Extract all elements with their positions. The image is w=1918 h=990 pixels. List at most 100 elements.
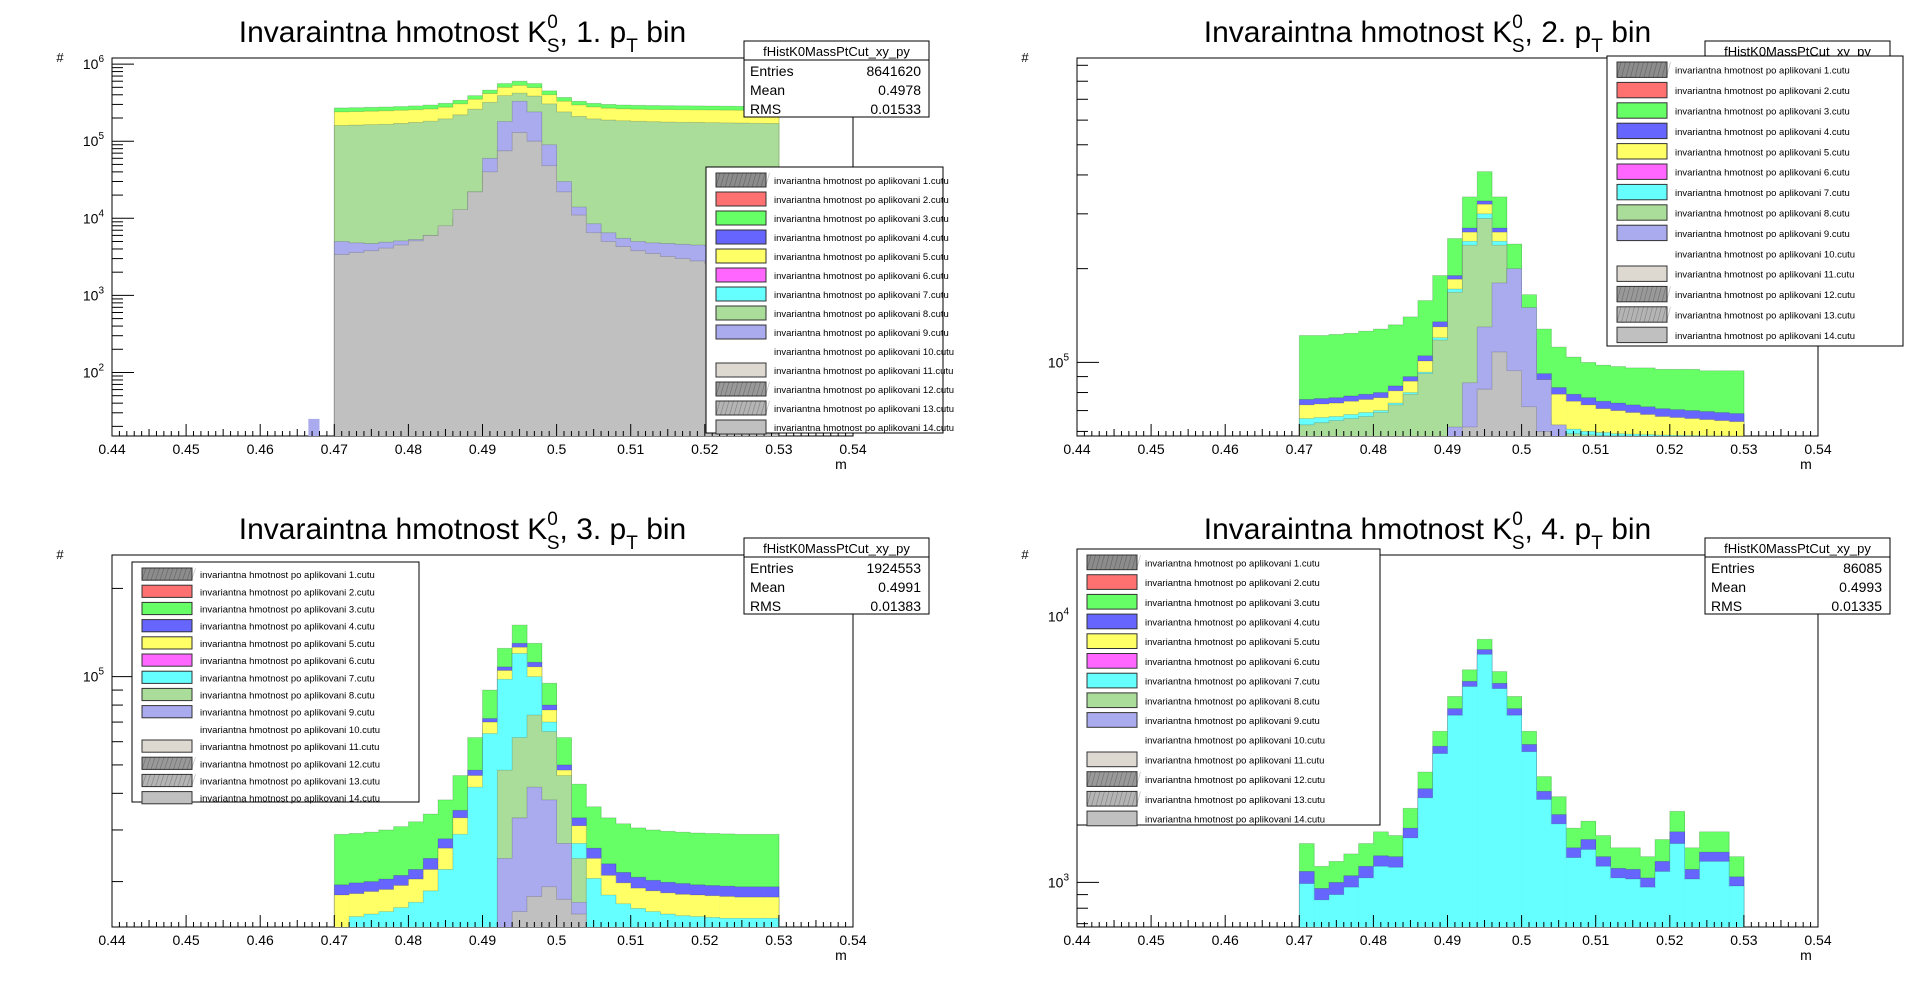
layer-outline — [333, 84, 780, 436]
bin-bar — [378, 911, 394, 927]
legend-swatch-hatch — [720, 381, 725, 397]
legend-swatch-hatch — [177, 757, 183, 770]
legend-swatch-hatch — [168, 567, 174, 581]
legend-swatch — [715, 267, 767, 283]
legend-swatch-hatch — [747, 400, 752, 416]
stats-value: 0.4978 — [878, 82, 921, 98]
stats-value: 0.01335 — [1831, 598, 1882, 614]
legend-swatch-hatch — [1091, 791, 1096, 807]
legend-entry: invariantna hmotnost po aplikovani 2.cut… — [1675, 86, 1850, 97]
legend-entry: invariantna hmotnost po aplikovani 3.cut… — [1675, 107, 1850, 118]
x-tick-label: 0.45 — [172, 441, 199, 457]
bin-bar — [1610, 877, 1626, 927]
bin-bar — [1314, 422, 1330, 436]
bin-bar — [1432, 753, 1448, 927]
x-tick-label: 0.45 — [1137, 441, 1164, 457]
legend-swatch-hatch — [1630, 306, 1635, 323]
legend-entry: invariantna hmotnost po aplikovani 12.cu… — [1145, 775, 1325, 786]
legend-swatch-hatch — [760, 381, 766, 397]
x-tick-label: 0.49 — [1434, 441, 1461, 457]
legend-swatch-hatch — [1648, 61, 1653, 78]
legend-entry: invariantna hmotnost po aplikovani 9.cut… — [774, 328, 949, 339]
legend-entry: invariantna hmotnost po aplikovani 8.cut… — [200, 691, 375, 702]
bin-bar — [1314, 899, 1330, 927]
bin-bar — [349, 916, 365, 927]
legend-swatch-hatch — [191, 567, 196, 581]
x-tick-label: 0.49 — [1434, 932, 1461, 948]
legend-swatch — [1086, 613, 1138, 630]
legend-swatch — [141, 791, 193, 805]
bin-bar — [334, 895, 350, 927]
x-tick-label: 0.47 — [321, 932, 348, 948]
legend-swatch-hatch — [1122, 771, 1128, 787]
legend-swatch-hatch — [729, 172, 734, 188]
bin-bar — [1373, 412, 1389, 436]
bin-bar — [512, 911, 528, 927]
legend-swatch-hatch — [182, 774, 187, 787]
x-tick-label: 0.51 — [617, 932, 644, 948]
legend-swatch-hatch — [1621, 286, 1626, 302]
legend-entry: invariantna hmotnost po aplikovani 3.cut… — [200, 605, 375, 616]
legend-entry: invariantna hmotnost po aplikovani 1.cut… — [200, 570, 375, 581]
bin-bar — [1699, 419, 1715, 436]
legend-swatch-hatch — [155, 774, 160, 787]
legend-entry: invariantna hmotnost po aplikovani 8.cut… — [1145, 696, 1320, 707]
x-tick-label: 0.47 — [1286, 441, 1313, 457]
legend-entry: invariantna hmotnost po aplikovani 4.cut… — [1675, 127, 1850, 138]
legend-swatch-hatch — [186, 757, 192, 770]
stats-label: Mean — [750, 82, 785, 98]
bin-bar — [497, 858, 513, 927]
legend-entry: invariantna hmotnost po aplikovani 7.cut… — [1145, 677, 1320, 688]
x-tick-label: 0.53 — [1730, 441, 1757, 457]
legend-swatch — [141, 601, 193, 616]
legend-swatch-hatch — [1616, 306, 1622, 323]
legend-swatch-hatch — [1643, 61, 1649, 78]
bin-bar — [615, 903, 631, 927]
layer-outline — [1298, 653, 1745, 927]
legend-swatch-hatch — [1652, 286, 1658, 302]
legend-swatch — [1086, 653, 1138, 669]
layer-7 — [1461, 351, 1552, 436]
legend-entry: invariantna hmotnost po aplikovani 10.cu… — [774, 347, 954, 358]
legend-swatch-hatch — [155, 757, 160, 770]
bin-bar — [1625, 879, 1641, 927]
legend-swatch-hatch — [756, 381, 761, 397]
legend-entry: invariantna hmotnost po aplikovani 8.cut… — [774, 309, 949, 320]
y-axis-label: # — [56, 50, 64, 65]
legend-swatch-hatch — [1661, 306, 1667, 323]
legend-swatch-hatch — [1086, 771, 1092, 787]
bin-bar — [512, 132, 528, 436]
legend-swatch-hatch — [1127, 771, 1132, 787]
stats-value: 0.4993 — [1839, 579, 1882, 595]
legend-swatch-hatch — [177, 774, 183, 787]
bin-bar — [423, 890, 439, 927]
legend-swatch-hatch — [1127, 554, 1132, 570]
legend-swatch-hatch — [738, 400, 743, 416]
legend-swatch-hatch — [1104, 771, 1110, 787]
bin-bar — [586, 232, 602, 436]
bin-bar — [378, 248, 394, 436]
bin-bar — [512, 817, 528, 927]
legend-swatch — [715, 229, 767, 245]
layer-6 — [496, 786, 587, 927]
legend-swatch — [141, 619, 193, 633]
legend-swatch — [1616, 326, 1668, 344]
layer-outline — [333, 624, 780, 927]
legend-swatch — [1086, 810, 1138, 827]
bin-bar — [1462, 686, 1478, 927]
bin-bar — [393, 245, 409, 436]
x-axis: 0.44 0.45 0.46 0.47 0.48 0.49 0.5 0.51 0.52 0.53 0… — [1063, 424, 1832, 472]
legend-swatch-hatch — [146, 774, 151, 787]
y-tick-label: 103 — [1048, 872, 1070, 890]
legend-swatch-hatch — [729, 381, 734, 397]
y-axis: 102 103 104 105 106 # — [56, 50, 134, 427]
legend-swatch-hatch — [720, 400, 725, 416]
chart-title: Invaraintna hmotnost K0 S, 2. pT bin — [1204, 12, 1651, 57]
legend-entry: invariantna hmotnost po aplikovani 7.cut… — [774, 290, 949, 301]
stats-label: Mean — [750, 579, 785, 595]
histogram-panel-2: 0.44 0.45 0.46 0.47 0.48 0.49 0.5 0.51 0.52 0.53 0… — [1021, 12, 1904, 472]
y-tick-label: 105 — [83, 667, 105, 685]
bin-bar — [467, 191, 483, 436]
legend-swatch-hatch — [765, 381, 770, 397]
legend-swatch-hatch — [186, 567, 192, 581]
